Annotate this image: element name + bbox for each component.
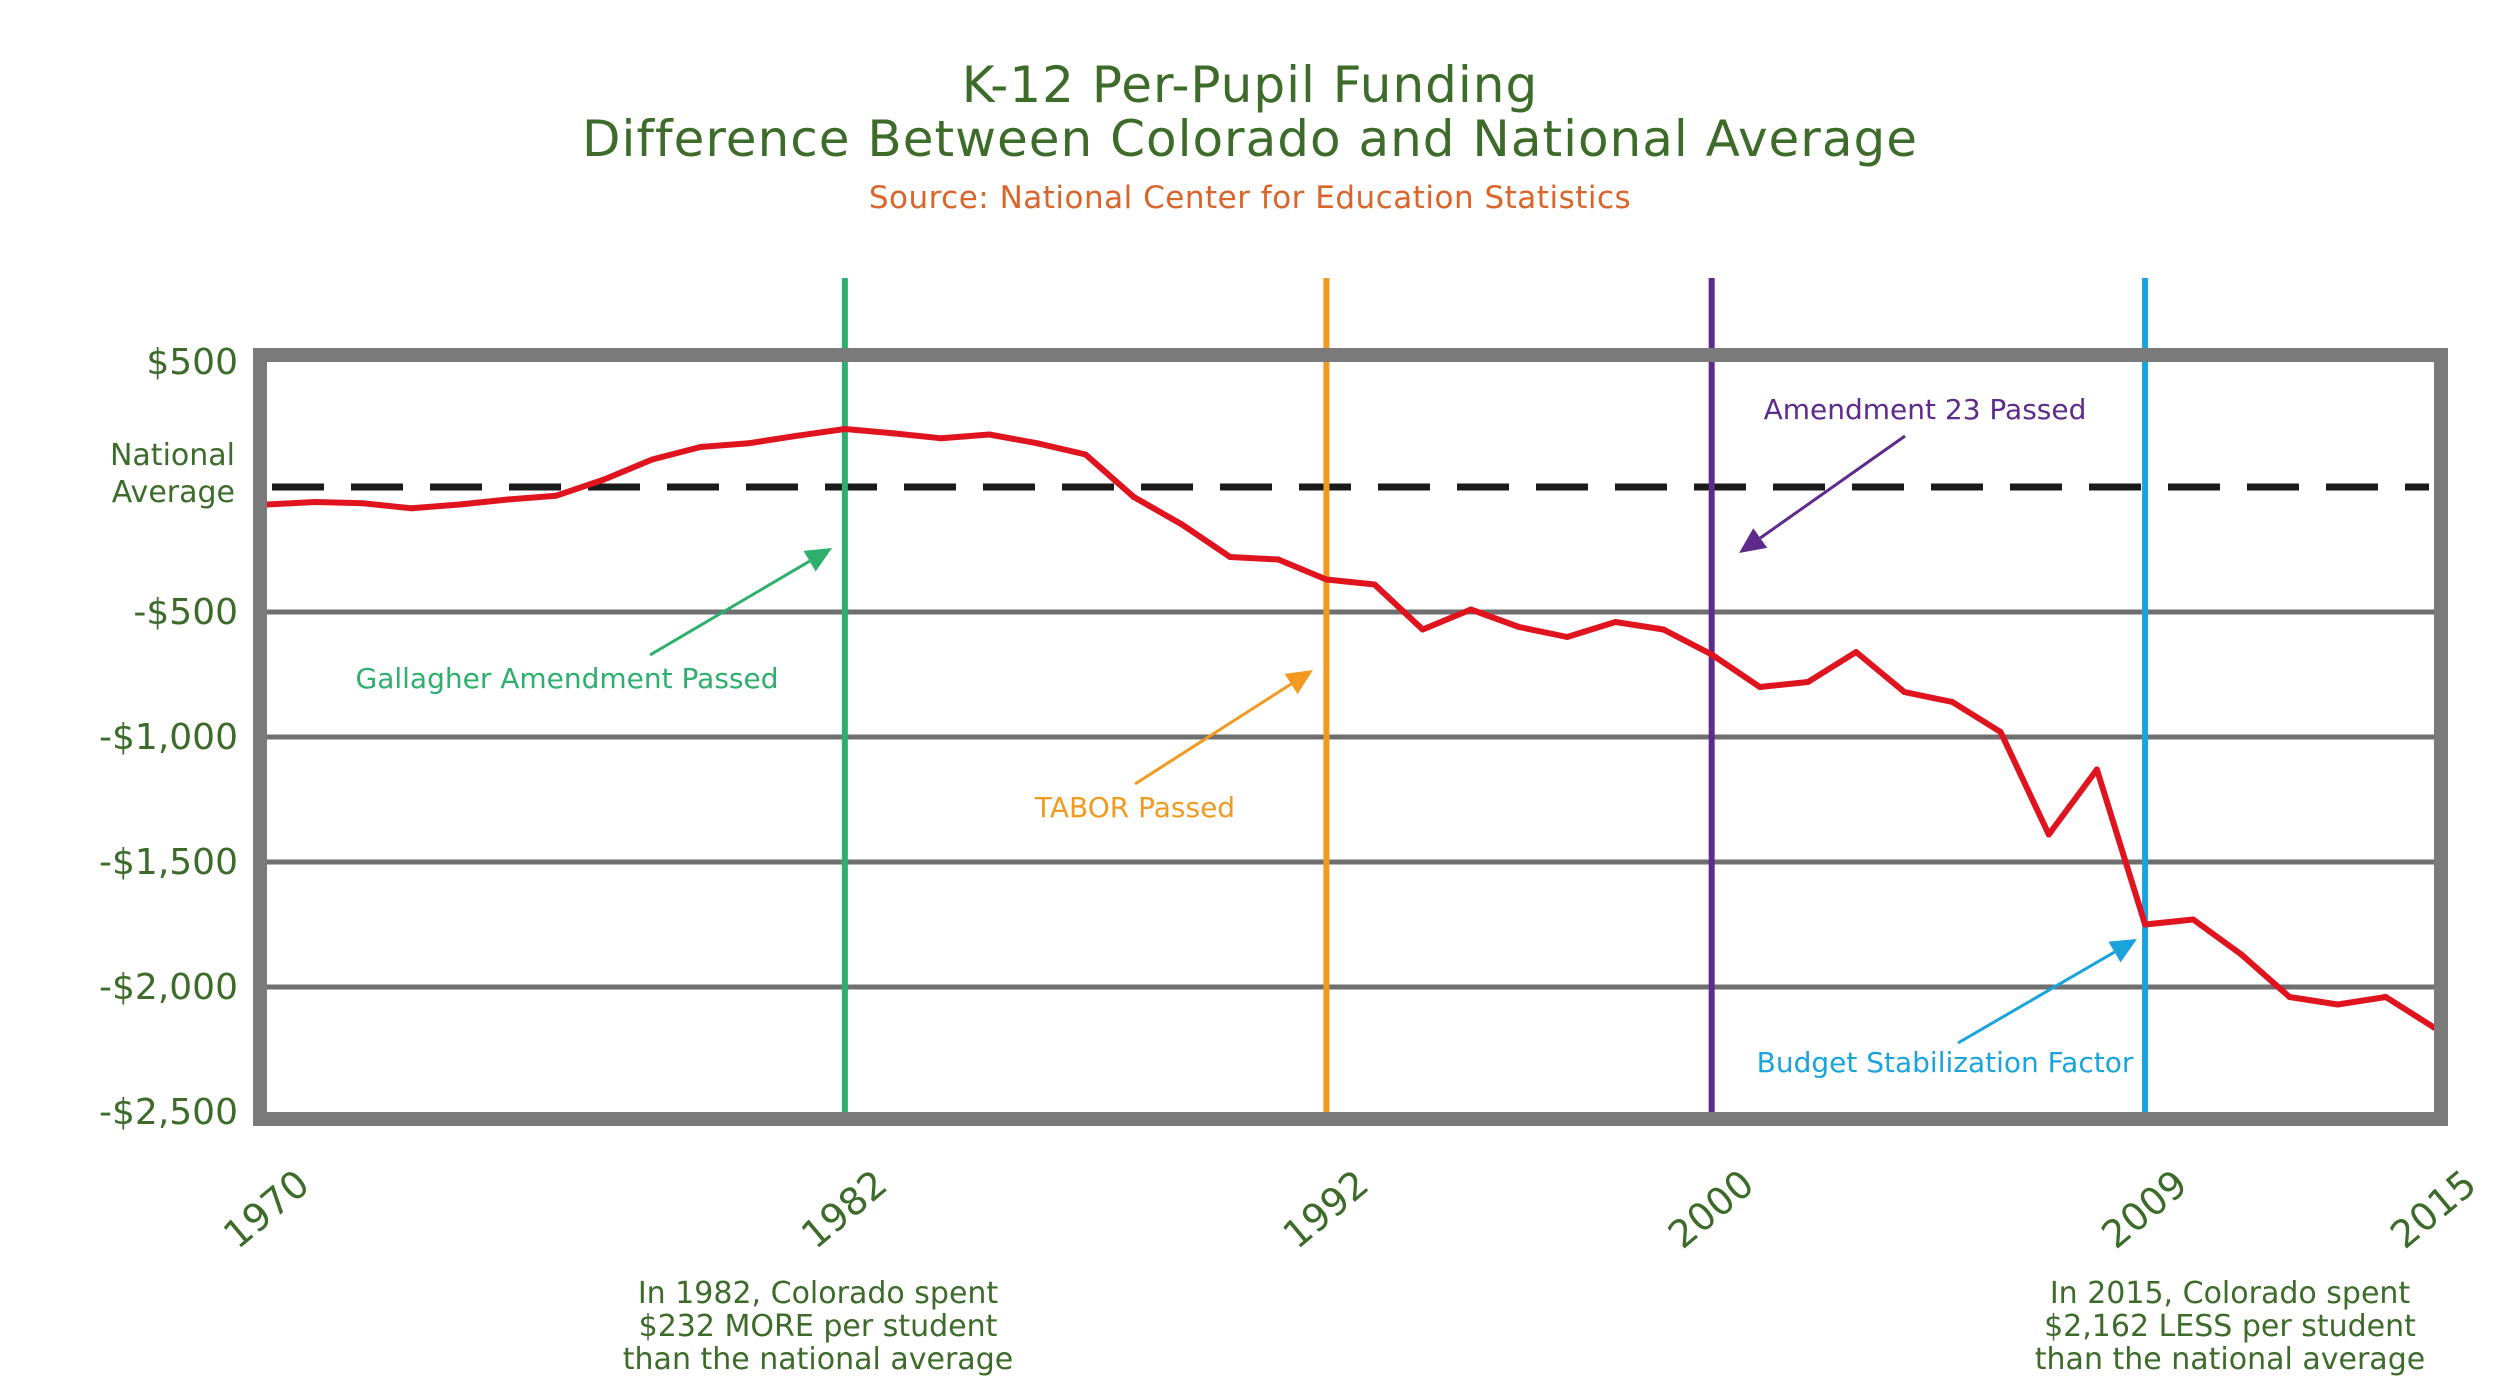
data-point xyxy=(1949,699,1956,705)
annotation-arrow xyxy=(1759,434,1906,540)
data-point xyxy=(2286,994,2293,1000)
data-point xyxy=(649,456,656,463)
note-1982-line: than the national average xyxy=(622,1342,1014,1377)
data-point xyxy=(2238,951,2245,958)
data-point xyxy=(1371,581,1378,588)
data-point xyxy=(2334,1001,2341,1008)
note-1982-line: $232 MORE per student xyxy=(638,1309,998,1344)
annotation-tabor: TABOR Passed xyxy=(1034,791,1235,824)
data-point xyxy=(1564,634,1571,640)
data-point xyxy=(1612,619,1619,625)
annotation-budget-stabilization: Budget Stabilization Factor xyxy=(1757,1046,2134,1079)
annotation-arrow xyxy=(649,559,811,657)
data-point xyxy=(1275,556,1282,563)
data-point xyxy=(601,476,608,483)
y-tick-label: -$1,000 xyxy=(99,717,238,758)
data-point xyxy=(697,444,704,450)
data-point xyxy=(1756,684,1763,690)
series-line xyxy=(264,426,2437,1031)
chart-title-line2: Difference Between Colorado and National… xyxy=(581,110,1918,168)
data-point xyxy=(456,501,463,508)
plot-frame xyxy=(253,348,2448,1126)
data-point xyxy=(360,500,367,507)
data-point xyxy=(1708,651,1715,658)
chart-title-line1: K-12 Per-Pupil Funding xyxy=(961,56,1539,114)
data-point xyxy=(2142,921,2149,928)
annotation-arrow xyxy=(1957,950,2116,1045)
x-tick-label: 1992 xyxy=(1275,1161,1377,1257)
data-point xyxy=(1034,440,1041,447)
data-point xyxy=(1082,451,1089,458)
data-point xyxy=(1997,729,2004,735)
data-point xyxy=(312,499,319,505)
data-point xyxy=(1516,624,1522,630)
y-tick-label: -$500 xyxy=(133,592,238,633)
x-tick-label: 2015 xyxy=(2382,1161,2484,1257)
x-tick-label: 2000 xyxy=(1660,1161,1762,1257)
data-point xyxy=(2382,994,2389,1000)
data-point xyxy=(2190,916,2197,923)
annotation-amendment23: Amendment 23 Passed xyxy=(1764,393,2087,426)
note-1982-line: In 1982, Colorado spent xyxy=(637,1276,999,1311)
data-point xyxy=(890,430,896,437)
note-2015-line: In 2015, Colorado spent xyxy=(2049,1276,2411,1311)
data-point xyxy=(1467,606,1474,613)
annotation-arrow xyxy=(1134,682,1292,786)
data-point xyxy=(793,432,800,439)
data-point xyxy=(1227,554,1234,560)
data-point xyxy=(2093,766,2100,773)
data-point xyxy=(1901,689,1908,695)
data-point xyxy=(1130,494,1137,500)
data-point xyxy=(1660,626,1667,633)
data-point xyxy=(745,440,752,447)
data-point xyxy=(986,431,993,438)
data-point xyxy=(408,505,415,512)
annotation-arrowhead xyxy=(1284,670,1313,695)
data-point xyxy=(2045,831,2052,838)
data-point xyxy=(1853,649,1860,655)
y-tick-label: -$2,000 xyxy=(99,967,238,1008)
y-tick-label: -$1,500 xyxy=(99,842,238,883)
y-tick-label: $500 xyxy=(146,342,238,383)
note-2015: In 2015, Colorado spent $2,162 LESS per … xyxy=(1970,1277,2490,1376)
data-point xyxy=(841,426,848,432)
annotation-gallagher: Gallagher Amendment Passed xyxy=(356,662,779,695)
annotation-arrowhead xyxy=(2108,939,2137,963)
data-point xyxy=(552,492,559,499)
data-point xyxy=(1179,521,1185,528)
national-average-label: Average xyxy=(112,475,235,510)
annotation-arrowhead xyxy=(803,548,832,572)
y-tick-label: -$2,500 xyxy=(99,1092,238,1133)
data-point xyxy=(1419,626,1426,633)
x-tick-label: 1982 xyxy=(793,1161,895,1257)
national-average-label: National xyxy=(110,438,235,473)
note-1982: In 1982, Colorado spent $232 MORE per st… xyxy=(558,1277,1078,1376)
data-point xyxy=(1323,576,1330,583)
x-tick-label: 1970 xyxy=(215,1161,317,1257)
annotation-arrowhead xyxy=(1739,528,1768,553)
data-point xyxy=(1805,679,1811,685)
chart-title-block: K-12 Per-Pupil Funding Difference Betwee… xyxy=(0,58,2500,216)
data-point xyxy=(504,496,511,503)
x-tick-label: 2009 xyxy=(2093,1161,2195,1257)
note-2015-line: than the national average xyxy=(2034,1342,2426,1377)
data-point xyxy=(938,435,945,442)
chart-source: Source: National Center for Education St… xyxy=(868,180,1632,216)
note-2015-line: $2,162 LESS per student xyxy=(2044,1309,2416,1344)
